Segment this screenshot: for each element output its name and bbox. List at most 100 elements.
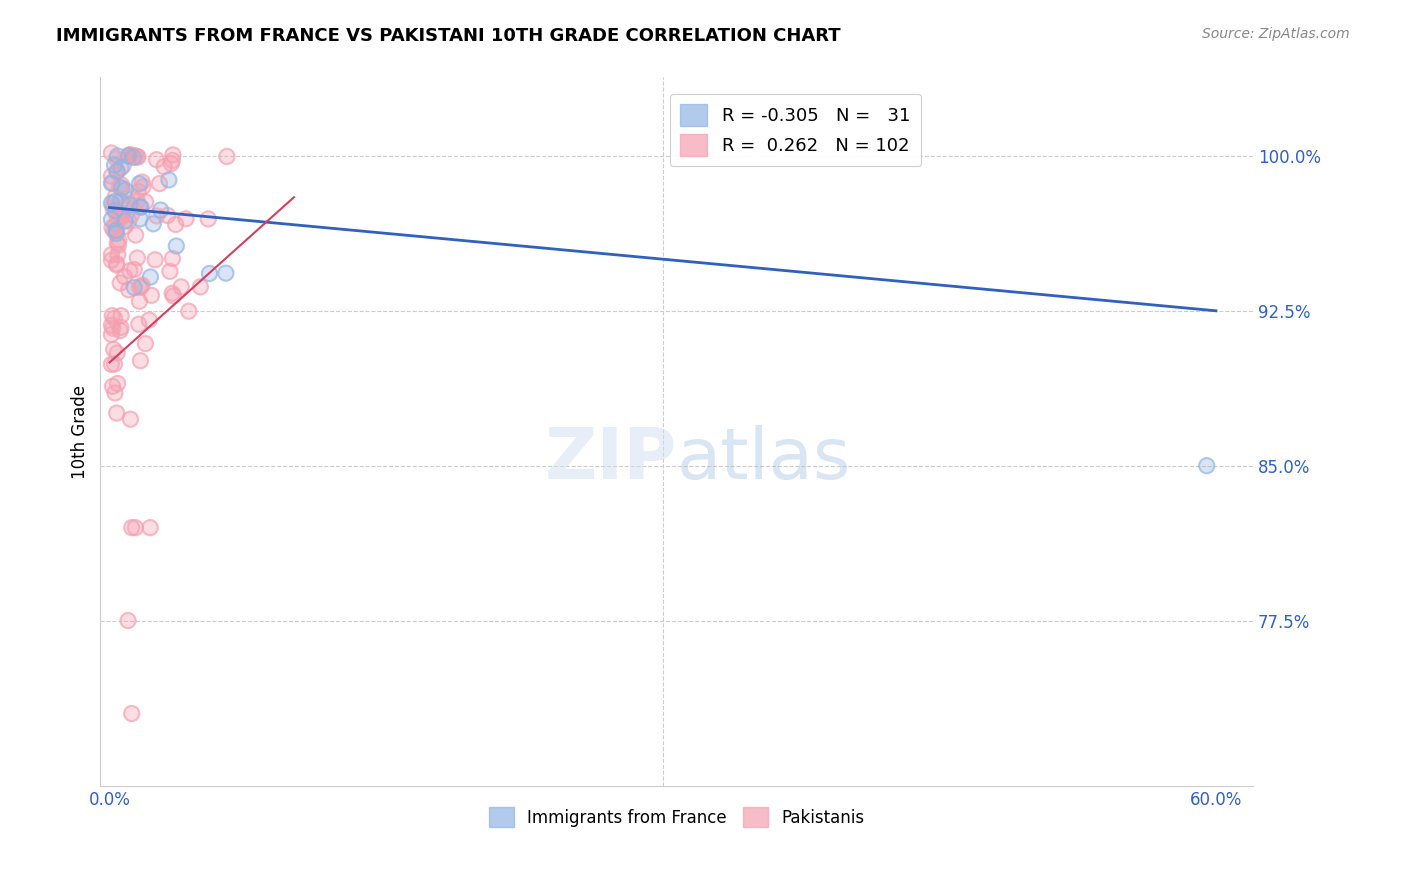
Point bbox=[101, 220, 124, 235]
Point bbox=[110, 210, 132, 224]
Point bbox=[107, 149, 129, 163]
Point bbox=[117, 200, 139, 214]
Point bbox=[153, 160, 176, 174]
Point bbox=[101, 379, 124, 393]
Point bbox=[127, 150, 149, 164]
Point bbox=[121, 208, 143, 222]
Point bbox=[114, 214, 136, 228]
Point bbox=[101, 321, 124, 335]
Point bbox=[114, 219, 136, 234]
Point bbox=[129, 279, 152, 293]
Point bbox=[132, 179, 155, 194]
Point bbox=[138, 313, 160, 327]
Point bbox=[143, 252, 166, 267]
Point bbox=[120, 412, 142, 426]
Point bbox=[104, 203, 127, 218]
Point bbox=[121, 208, 143, 222]
Point bbox=[121, 706, 143, 721]
Point bbox=[174, 211, 197, 226]
Point bbox=[129, 279, 152, 293]
Point bbox=[165, 239, 187, 253]
Point bbox=[134, 336, 156, 351]
Point bbox=[159, 264, 181, 278]
Point bbox=[117, 149, 139, 163]
Point bbox=[110, 320, 132, 334]
Point bbox=[118, 148, 141, 162]
Point bbox=[174, 211, 197, 226]
Point bbox=[121, 192, 143, 206]
Point bbox=[101, 175, 124, 189]
Point bbox=[103, 357, 125, 371]
Point bbox=[114, 269, 136, 284]
Point bbox=[103, 343, 125, 357]
Point bbox=[127, 194, 149, 209]
Point bbox=[132, 179, 155, 194]
Point bbox=[162, 289, 184, 303]
Point bbox=[128, 280, 150, 294]
Point bbox=[117, 149, 139, 163]
Point bbox=[139, 270, 162, 285]
Text: ZIP: ZIP bbox=[544, 425, 676, 494]
Point bbox=[101, 309, 124, 323]
Point bbox=[100, 248, 122, 262]
Point bbox=[162, 148, 184, 162]
Point bbox=[110, 276, 132, 290]
Point bbox=[129, 211, 152, 226]
Point bbox=[111, 210, 134, 224]
Point bbox=[128, 200, 150, 214]
Point bbox=[121, 706, 143, 721]
Point bbox=[118, 214, 141, 228]
Point bbox=[108, 233, 131, 247]
Point bbox=[100, 357, 122, 371]
Point bbox=[118, 149, 141, 163]
Point bbox=[162, 153, 184, 168]
Point bbox=[105, 258, 128, 272]
Point bbox=[105, 227, 128, 241]
Point bbox=[162, 252, 184, 266]
Point bbox=[105, 236, 128, 251]
Point bbox=[153, 160, 176, 174]
Point bbox=[100, 177, 122, 191]
Point bbox=[100, 327, 122, 342]
Point bbox=[111, 206, 134, 220]
Point bbox=[101, 197, 124, 211]
Point bbox=[100, 253, 122, 268]
Point bbox=[121, 521, 143, 535]
Y-axis label: 10th Grade: 10th Grade bbox=[72, 384, 89, 479]
Point bbox=[105, 346, 128, 360]
Point bbox=[139, 521, 162, 535]
Point bbox=[124, 149, 146, 163]
Point bbox=[110, 208, 132, 222]
Point bbox=[177, 304, 200, 318]
Point bbox=[112, 159, 135, 173]
Point bbox=[101, 379, 124, 393]
Point bbox=[1195, 458, 1218, 473]
Point bbox=[105, 346, 128, 360]
Point bbox=[215, 149, 238, 163]
Point bbox=[101, 175, 124, 189]
Point bbox=[128, 177, 150, 191]
Point bbox=[107, 376, 129, 391]
Point bbox=[117, 614, 139, 628]
Point bbox=[128, 280, 150, 294]
Point bbox=[165, 218, 187, 232]
Point bbox=[145, 153, 167, 167]
Point bbox=[157, 173, 180, 187]
Point bbox=[198, 267, 221, 281]
Point bbox=[104, 190, 127, 204]
Point bbox=[120, 149, 142, 163]
Point bbox=[188, 280, 211, 294]
Point bbox=[117, 200, 139, 214]
Point bbox=[131, 175, 153, 189]
Point bbox=[124, 227, 146, 242]
Point bbox=[122, 280, 145, 294]
Point bbox=[149, 202, 172, 217]
Point bbox=[127, 150, 149, 164]
Point bbox=[110, 178, 132, 192]
Point bbox=[127, 194, 149, 209]
Point bbox=[110, 194, 132, 209]
Point bbox=[105, 164, 128, 178]
Point bbox=[139, 270, 162, 285]
Point bbox=[120, 148, 142, 162]
Point bbox=[117, 614, 139, 628]
